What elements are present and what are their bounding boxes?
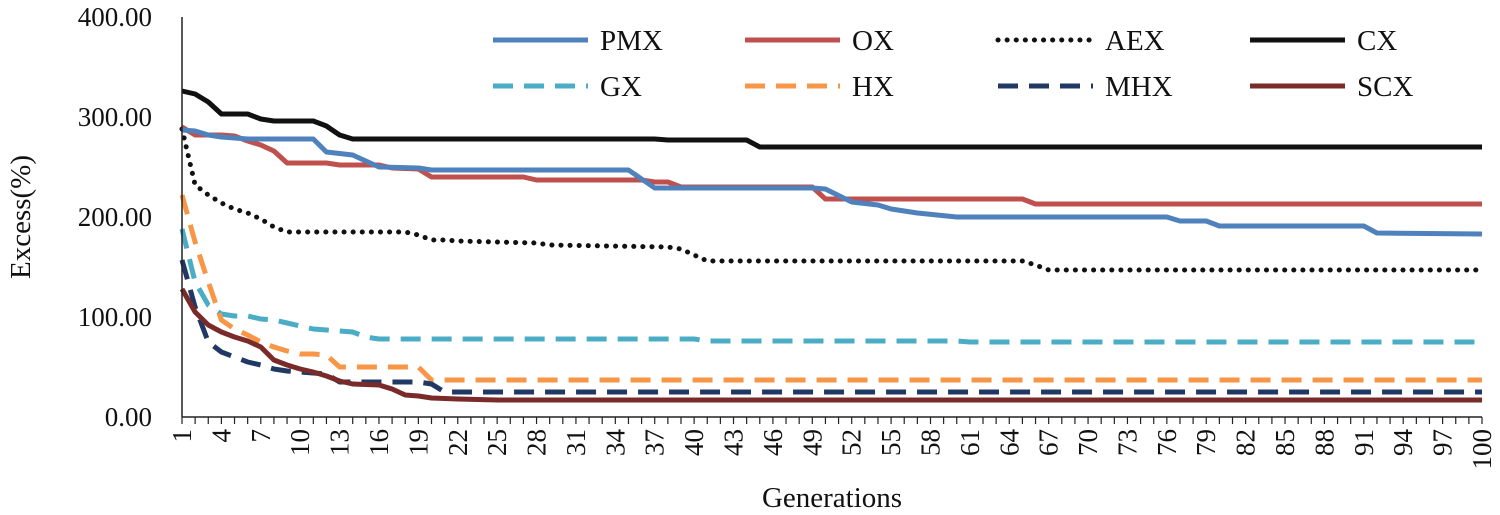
x-axis-ticks: 1 4 7 10 13 16 19 22 25 28 31 34 37 40 43 46 49 52 55 58 61 6… [167, 417, 1497, 470]
legend-label-aex: AEX [1105, 25, 1165, 57]
x-tick-label: 85 [1270, 429, 1300, 456]
x-tick-label: 94 [1388, 429, 1418, 457]
x-tick-label: 58 [915, 429, 945, 456]
x-tick-label: 100 [1467, 429, 1497, 470]
x-tick-label: 31 [561, 429, 591, 456]
x-tick-label: 16 [364, 429, 394, 456]
series-line-hx [179, 194, 1482, 383]
series-line-mhx [179, 259, 1482, 395]
legend-label-mhx: MHX [1105, 71, 1173, 103]
legend-label-scx: SCX [1357, 71, 1413, 103]
x-tick-label: 61 [955, 429, 985, 456]
x-tick-label: 46 [758, 429, 788, 456]
x-tick-label: 37 [640, 429, 670, 456]
x-tick-label: 79 [1191, 429, 1221, 456]
series-line-gx [179, 228, 1482, 345]
x-tick-label: 7 [246, 429, 276, 443]
series-line-pmx [181, 127, 1483, 237]
y-axis-tick-labels: 0.00 100.00 200.00 300.00 400.00 [78, 2, 152, 432]
x-tick-label: 88 [1309, 429, 1339, 456]
x-tick-label: 10 [285, 429, 315, 456]
series-line-scx [179, 287, 1482, 403]
y-axis-title: Excess(%) [5, 155, 37, 279]
x-tick-label: 91 [1349, 429, 1379, 456]
x-tick-label: 34 [600, 429, 630, 457]
legend-label-hx: HX [852, 71, 894, 103]
x-tick-label: 67 [1034, 429, 1064, 456]
legend-label-pmx: PMX [600, 25, 663, 57]
x-tick-label: 1 [167, 429, 197, 443]
x-tick-label: 4 [206, 429, 236, 443]
x-tick-label: 52 [837, 429, 867, 456]
x-tick-label: 40 [679, 429, 709, 456]
x-axis-title: Generations [762, 482, 902, 514]
y-tick-label: 0.00 [105, 402, 152, 432]
x-tick-label: 22 [443, 429, 473, 456]
legend-label-gx: GX [600, 71, 642, 103]
series-line-aex [179, 126, 1485, 273]
y-tick-label: 200.00 [78, 202, 152, 232]
series-lines [179, 88, 1485, 403]
x-tick-label: 70 [1073, 429, 1103, 456]
y-tick-label: 100.00 [78, 302, 152, 332]
x-tick-label: 43 [719, 429, 749, 456]
x-tick-label: 55 [876, 429, 906, 456]
legend-label-cx: CX [1357, 25, 1397, 57]
x-tick-label: 19 [403, 429, 433, 456]
x-tick-label: 64 [994, 429, 1024, 457]
x-tick-label: 97 [1428, 429, 1458, 456]
x-tick-label: 76 [1152, 429, 1182, 456]
x-tick-label: 13 [325, 429, 355, 456]
x-tick-label: 25 [482, 429, 512, 456]
x-tick-label: 49 [797, 429, 827, 456]
x-tick-label: 28 [522, 429, 552, 456]
legend-label-ox: OX [852, 25, 894, 57]
y-tick-label: 400.00 [78, 2, 152, 32]
series-line-cx [181, 88, 1482, 150]
y-tick-label: 300.00 [78, 102, 152, 132]
x-tick-label: 73 [1112, 429, 1142, 456]
legend: PMX OX AEX CX GX HX MHX SCX [493, 25, 1413, 103]
x-tick-label: 82 [1231, 429, 1261, 456]
